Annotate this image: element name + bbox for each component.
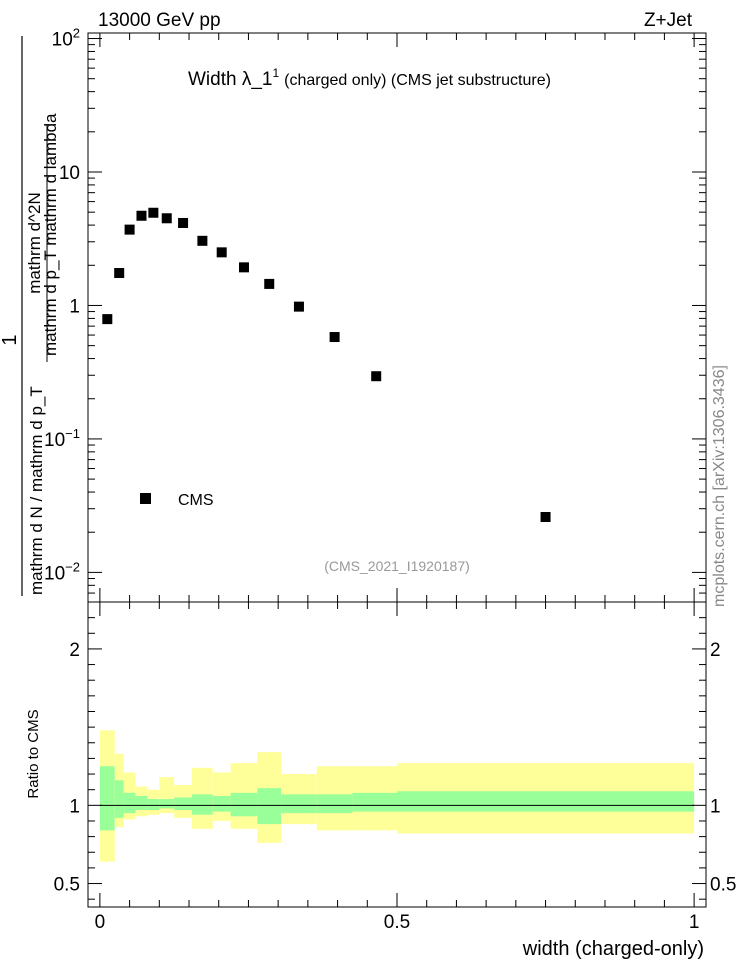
ratio-x-tick-labels: 0 0.5 1: [95, 912, 700, 933]
x-axis-label: width (charged-only): [522, 938, 704, 960]
energy-label: 13000 GeV pp: [98, 10, 221, 31]
ratio-y-tick-label-right: 0.5: [710, 875, 736, 896]
ratio-inner-band-bin: [230, 792, 258, 817]
tick-exponent: −2: [65, 559, 80, 574]
cms-data-point: [264, 278, 275, 289]
ratio-y-axis-label: Ratio to CMS: [25, 709, 42, 798]
tick-exponent: −1: [65, 426, 80, 441]
ratio-y-tick-label: 2: [69, 640, 80, 661]
cms-data-point: [540, 512, 551, 523]
main-y-axis-label: 1 mathrm d N / mathrm d p_T mathrm d^2N …: [0, 36, 60, 596]
ratio-x-tick-label: 0: [95, 912, 106, 933]
ratio-uncertainty-bands: [99, 730, 695, 862]
main-title: Width λ_11 (charged only) (CMS jet substr…: [188, 66, 551, 90]
ratio-inner-band-bin: [212, 795, 231, 812]
cms-data-point: [238, 262, 249, 273]
ylabel-numerator-2: mathrm d^2N: [25, 192, 44, 294]
ratio-inner-band-bin: [174, 797, 192, 811]
ratio-plot-frame: [87, 601, 707, 908]
main-y-tick-label: 102: [52, 26, 80, 51]
cms-data-point: [293, 301, 304, 312]
cms-data-point: [102, 314, 113, 325]
cms-data-point: [148, 207, 159, 218]
mcplots-credit: mcplots.cern.ch [arXiv:1306.3436]: [711, 365, 728, 607]
ratio-y-tick-labels: 0.5 0.5 1 1 2 2: [54, 640, 737, 896]
cms-data-point: [136, 210, 147, 221]
ratio-inner-band-bin: [123, 792, 136, 814]
tick-base: 10: [44, 430, 65, 451]
main-axis-ticks: [88, 33, 706, 603]
ratio-inner-band-bin: [257, 788, 282, 825]
tick-exponent: 2: [73, 26, 80, 41]
ratio-y-tick-label-right: 1: [710, 796, 721, 817]
cms-data-point: [371, 371, 382, 382]
ratio-inner-band-bin: [352, 792, 397, 812]
cms-data-point: [329, 332, 340, 343]
ratio-inner-band-bin: [159, 799, 175, 809]
ratio-inner-band-bin: [99, 766, 115, 831]
ratio-inner-band-bin: [147, 799, 160, 811]
ylabel-denominator-text: mathrm d N / mathrm d p_T: [27, 386, 46, 595]
main-plot-frame: [87, 32, 707, 603]
cms-data-point: [216, 247, 227, 258]
legend: CMS: [140, 492, 214, 509]
cms-data-point: [124, 224, 135, 235]
ratio-y-tick-label: 1: [69, 796, 80, 817]
cms-data-point: [197, 235, 208, 246]
ratio-axis-ticks: [88, 601, 706, 907]
title-superscript: 1: [272, 66, 279, 80]
legend-marker: [140, 493, 151, 504]
cms-data-point: [178, 217, 189, 228]
main-y-tick-label: 10: [59, 163, 80, 184]
cms-data-point: [161, 213, 172, 224]
ylabel-numerator: 1: [0, 334, 21, 345]
ratio-plot-panel: 0.5 0.51 12 2 0 0.5 1 Ratio to CMS width (cha…: [25, 601, 737, 960]
main-y-tick-label: 10−2: [44, 559, 80, 584]
cms-data-points: [102, 207, 551, 523]
ratio-inner-band-bin: [191, 794, 213, 815]
process-label: Z+Jet: [644, 10, 693, 31]
ratio-x-tick-label: 1: [689, 912, 700, 933]
ratio-y-tick-label: 0.5: [54, 875, 80, 896]
ylabel-denominator: mathrm d N / mathrm d p_T: [27, 386, 46, 595]
ratio-y-tick-label-right: 2: [710, 640, 721, 661]
title-suffix: (charged only) (CMS jet substructure): [284, 72, 551, 89]
ratio-inner-band-bin: [114, 780, 124, 818]
main-y-tick-label: 1: [69, 296, 80, 317]
tick-base: 10: [44, 563, 65, 584]
main-y-tick-label: 10−1: [44, 426, 80, 451]
cms-data-point: [114, 268, 125, 279]
ratio-x-tick-label: 0.5: [384, 912, 410, 933]
ratio-inner-band-bin: [316, 794, 353, 814]
title-main: Width λ_1: [188, 69, 272, 90]
analysis-label: (CMS_2021_I1920187): [324, 558, 470, 574]
ratio-inner-band-bin: [397, 791, 695, 812]
ylabel-denominator-2: mathrm d p_T mathrm d lambda: [41, 113, 60, 356]
legend-label-cms: CMS: [178, 492, 214, 509]
ratio-inner-band-bin: [135, 795, 148, 811]
tick-base: 10: [52, 30, 73, 51]
ratio-inner-band-bin: [281, 794, 317, 814]
